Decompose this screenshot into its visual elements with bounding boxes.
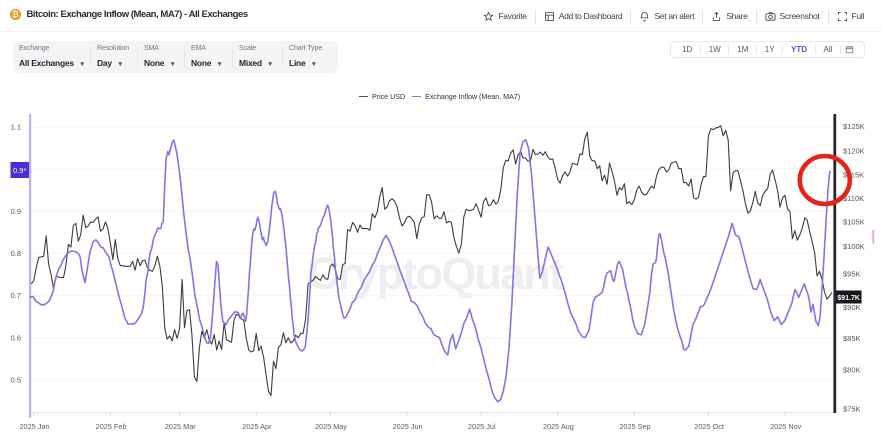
svg-text:0.8: 0.8 xyxy=(11,249,21,258)
svg-text:$120K: $120K xyxy=(843,147,865,156)
svg-text:2025 Apr: 2025 Apr xyxy=(242,422,272,431)
svg-text:2025 Sep: 2025 Sep xyxy=(619,422,650,431)
svg-text:2025 Jan: 2025 Jan xyxy=(19,422,49,431)
svg-text:$80K: $80K xyxy=(843,366,861,375)
svg-text:2025 Jul: 2025 Jul xyxy=(468,422,496,431)
svg-text:2025 Nov: 2025 Nov xyxy=(770,422,802,431)
svg-text:$110K: $110K xyxy=(843,194,864,203)
svg-text:$115K: $115K xyxy=(843,171,864,180)
svg-text:2025 Feb: 2025 Feb xyxy=(96,422,127,431)
svg-text:2025 Jun: 2025 Jun xyxy=(393,422,423,431)
svg-text:$90K: $90K xyxy=(843,303,861,312)
svg-text:$85K: $85K xyxy=(843,334,861,343)
svg-text:0.9*: 0.9* xyxy=(13,166,26,175)
svg-text:2025 May: 2025 May xyxy=(315,422,347,431)
svg-text:2025 Oct: 2025 Oct xyxy=(694,422,724,431)
svg-text:2025 Aug: 2025 Aug xyxy=(543,422,574,431)
svg-text:2025 Mar: 2025 Mar xyxy=(165,422,196,431)
svg-text:0.5: 0.5 xyxy=(11,376,21,385)
svg-text:0.6: 0.6 xyxy=(11,333,21,342)
svg-text:$75K: $75K xyxy=(843,405,861,414)
svg-text:1.1: 1.1 xyxy=(11,122,21,131)
svg-text:$91.7K: $91.7K xyxy=(837,295,860,302)
svg-text:$125K: $125K xyxy=(843,122,865,131)
svg-text:$100K: $100K xyxy=(843,242,865,251)
svg-text:$95K: $95K xyxy=(843,269,861,278)
svg-text:$105K: $105K xyxy=(843,218,865,227)
svg-text:0.9: 0.9 xyxy=(11,207,21,216)
svg-text:0.7: 0.7 xyxy=(11,291,21,300)
